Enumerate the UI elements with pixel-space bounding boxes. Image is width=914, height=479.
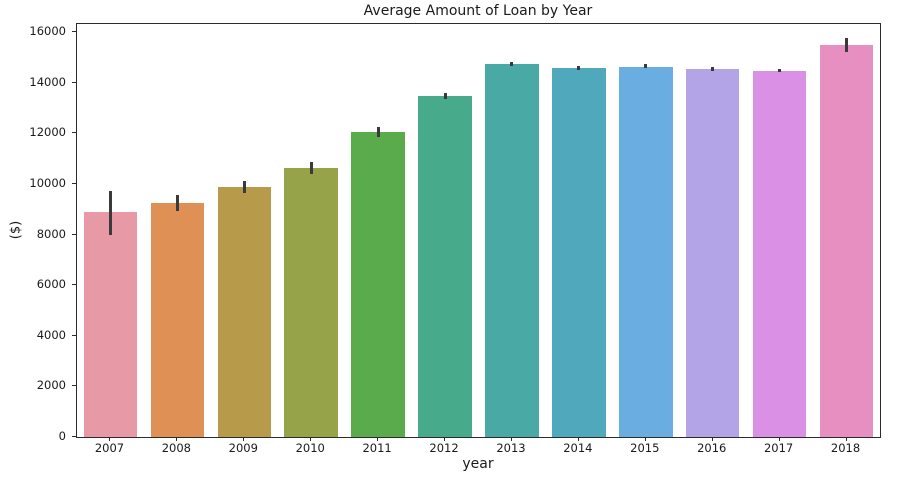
x-tick-mark-2018 xyxy=(845,437,847,441)
y-tick-mark-0 xyxy=(72,436,76,437)
y-tick-label-12000: 12000 xyxy=(29,125,66,140)
bar-2013 xyxy=(485,63,539,437)
bar-2007 xyxy=(83,212,138,437)
x-tick-mark-2013 xyxy=(510,437,512,441)
bar-2010 xyxy=(284,168,338,437)
y-tick-label-10000: 10000 xyxy=(29,175,66,190)
error-bar-2015 xyxy=(644,64,648,69)
x-tick-label-2018: 2018 xyxy=(830,441,861,455)
x-tick-mark-2009 xyxy=(243,437,245,441)
x-tick-mark-2014 xyxy=(577,437,579,441)
bar-2016 xyxy=(685,69,740,437)
x-tick-label-2014: 2014 xyxy=(563,441,593,455)
y-tick-mark-2000 xyxy=(72,385,76,387)
error-bar-2007 xyxy=(108,190,112,235)
x-tick-label-2008: 2008 xyxy=(161,441,191,455)
y-tick-label-6000: 6000 xyxy=(36,277,66,292)
plot-area xyxy=(76,23,881,438)
x-tick-mark-2011 xyxy=(377,437,379,441)
y-tick-label-16000: 16000 xyxy=(29,24,66,39)
error-bar-2014 xyxy=(577,66,581,71)
y-tick-label-4000: 4000 xyxy=(36,327,66,342)
x-tick-mark-2008 xyxy=(176,437,178,441)
bar-2009 xyxy=(217,186,272,437)
y-tick-label-14000: 14000 xyxy=(29,74,66,89)
y-tick-mark-14000 xyxy=(72,81,76,83)
error-bar-2012 xyxy=(443,93,447,100)
error-bar-2009 xyxy=(242,181,246,194)
error-bar-2011 xyxy=(376,126,380,138)
y-tick-label-2000: 2000 xyxy=(36,378,66,393)
x-tick-mark-2007 xyxy=(109,437,111,441)
error-bar-2016 xyxy=(711,67,715,71)
x-tick-mark-2010 xyxy=(310,437,312,441)
error-bar-2013 xyxy=(510,61,514,66)
chart-title: Average Amount of Loan by Year xyxy=(363,3,593,19)
error-bar-2017 xyxy=(778,69,782,73)
x-tick-label-2013: 2013 xyxy=(496,441,526,455)
x-tick-label-2017: 2017 xyxy=(763,441,794,455)
x-tick-label-2009: 2009 xyxy=(228,441,258,455)
bar-2017 xyxy=(752,70,807,437)
bar-2011 xyxy=(351,132,405,437)
bar-2018 xyxy=(819,45,874,437)
error-bar-2018 xyxy=(845,38,849,53)
error-bar-2010 xyxy=(309,162,313,175)
y-tick-mark-4000 xyxy=(72,334,76,336)
x-tick-label-2010: 2010 xyxy=(295,441,325,455)
bar-2012 xyxy=(418,96,472,437)
bar-2015 xyxy=(619,66,673,437)
x-tick-label-2015: 2015 xyxy=(630,441,660,455)
x-tick-mark-2017 xyxy=(778,437,780,441)
y-tick-label-0: 0 xyxy=(58,429,66,443)
x-tick-label-2007: 2007 xyxy=(94,441,125,455)
error-bar-2008 xyxy=(175,195,179,211)
x-axis-label: year xyxy=(462,456,494,472)
x-tick-mark-2012 xyxy=(444,437,446,441)
x-tick-label-2016: 2016 xyxy=(697,441,727,455)
x-tick-mark-2015 xyxy=(644,437,646,441)
x-tick-label-2011: 2011 xyxy=(362,441,392,455)
y-tick-mark-6000 xyxy=(72,284,76,286)
y-tick-mark-16000 xyxy=(72,31,76,33)
x-tick-mark-2016 xyxy=(711,437,713,441)
bar-2008 xyxy=(150,203,205,437)
y-tick-label-8000: 8000 xyxy=(36,226,66,241)
y-tick-mark-8000 xyxy=(72,233,76,235)
bar-2014 xyxy=(552,68,606,437)
y-tick-mark-12000 xyxy=(72,132,76,134)
x-tick-label-2012: 2012 xyxy=(429,441,459,455)
y-tick-mark-10000 xyxy=(72,182,76,184)
